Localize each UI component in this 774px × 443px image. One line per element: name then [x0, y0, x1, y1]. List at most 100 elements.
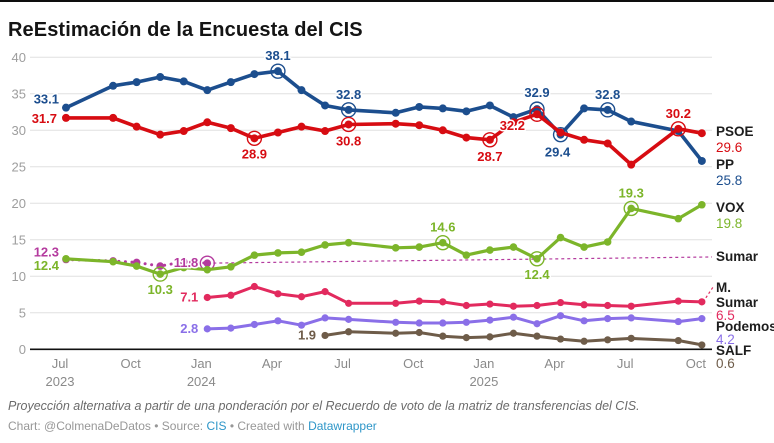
- data-point: [627, 160, 636, 169]
- data-point: [415, 297, 423, 305]
- data-point: [179, 257, 188, 266]
- data-point: [345, 299, 353, 307]
- y-tick-label: 5: [19, 305, 26, 320]
- data-point: [604, 336, 612, 344]
- highlight-ring: [623, 200, 639, 217]
- data-point: [344, 105, 353, 114]
- data-point: [321, 101, 330, 110]
- highlight-ring: [435, 235, 451, 251]
- data-point: [203, 265, 212, 274]
- y-tick-label: 40: [12, 50, 26, 65]
- chart-footnote: Proyección alternativa a partir de una p…: [8, 399, 640, 413]
- data-point: [556, 298, 565, 307]
- data-point: [156, 262, 164, 270]
- data-point: [439, 319, 447, 327]
- series-end-value: 29.6: [716, 140, 742, 155]
- data-point: [438, 126, 447, 135]
- data-point: [674, 124, 683, 133]
- x-tick-month: Jan: [473, 356, 494, 371]
- data-point: [462, 133, 471, 142]
- data-point: [604, 301, 612, 310]
- y-tick-label: 15: [12, 232, 26, 247]
- data-point: [203, 118, 212, 127]
- x-tick-month: Apr: [544, 356, 565, 371]
- sumar-projection-line: [207, 256, 713, 264]
- data-point: [627, 117, 636, 126]
- data-point: [415, 243, 424, 251]
- value-label: 12.4: [524, 267, 550, 282]
- data-point: [627, 314, 635, 322]
- data-point: [509, 243, 518, 251]
- data-point: [509, 329, 518, 337]
- value-label: 2.8: [180, 321, 198, 336]
- data-point: [179, 263, 188, 272]
- data-point: [509, 302, 518, 310]
- value-label: 11.8: [174, 255, 199, 270]
- value-label: 28.7: [477, 149, 502, 164]
- x-tick-year: 2025: [469, 374, 498, 389]
- x-tick-month: Jul: [617, 356, 634, 371]
- data-point: [132, 262, 141, 270]
- data-point: [250, 320, 258, 329]
- data-point: [321, 331, 329, 340]
- data-point: [62, 254, 70, 263]
- credit-text-2: • Created with: [226, 419, 309, 433]
- data-point: [250, 70, 259, 79]
- value-label: 38.1: [265, 48, 290, 63]
- x-tick-month: Oct: [686, 356, 707, 371]
- data-point: [179, 77, 188, 86]
- data-point: [698, 341, 706, 349]
- data-point: [580, 337, 588, 345]
- data-point: [109, 113, 118, 122]
- data-point: [415, 328, 423, 337]
- data-point: [462, 334, 470, 342]
- value-label: 19.3: [619, 185, 644, 200]
- y-tick-label: 30: [12, 123, 26, 138]
- data-point: [156, 130, 165, 139]
- data-point: [603, 139, 612, 148]
- data-point: [297, 293, 306, 301]
- highlight-ring: [152, 266, 168, 282]
- data-point: [533, 110, 541, 119]
- x-tick-year: 2024: [187, 374, 216, 389]
- data-point: [674, 317, 682, 326]
- data-point: [580, 135, 589, 144]
- series-line-podemos: [205, 314, 704, 331]
- highlight-ring: [270, 63, 286, 79]
- series-podemos: [203, 312, 706, 333]
- datawrapper-link[interactable]: Datawrapper: [308, 419, 377, 433]
- series-salf: [321, 328, 706, 349]
- value-label: 31.7: [32, 111, 57, 126]
- data-point: [227, 263, 235, 271]
- highlight-ring: [340, 116, 357, 133]
- data-point: [345, 315, 353, 323]
- series-name-label: M.: [716, 280, 731, 295]
- data-point: [156, 270, 164, 278]
- window-top-border: [0, 0, 774, 2]
- source-link[interactable]: CIS: [206, 419, 227, 433]
- series-line-psoe: [64, 112, 704, 167]
- data-point: [485, 135, 494, 144]
- data-point: [486, 300, 494, 308]
- data-point: [250, 134, 259, 143]
- data-point: [226, 78, 235, 87]
- highlight-ring: [599, 102, 616, 118]
- series-psoe: [62, 106, 706, 169]
- data-point: [698, 200, 706, 209]
- series-name-label: Sumar: [716, 295, 759, 310]
- data-point: [62, 113, 70, 122]
- data-point: [415, 319, 423, 327]
- value-label: 30.2: [666, 106, 691, 121]
- data-point: [580, 317, 588, 325]
- data-point: [509, 118, 518, 127]
- data-point: [439, 238, 447, 247]
- label-leader-line: [705, 285, 715, 299]
- credit-line: Chart: @ColmenaDeDatos • Source: CIS • C…: [8, 419, 768, 433]
- x-tick-month: Jan: [191, 356, 212, 371]
